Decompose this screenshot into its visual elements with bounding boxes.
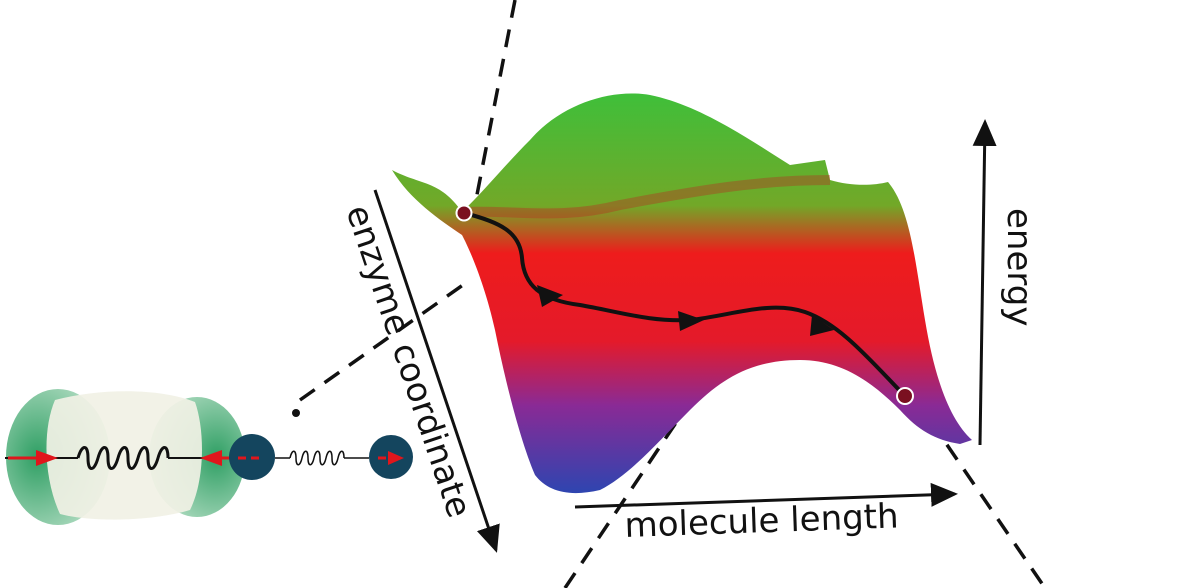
force-arrow-left-head <box>36 450 58 466</box>
energy-surface <box>392 93 972 494</box>
projection-line-top <box>473 0 517 206</box>
enzyme-coordinate-axis-arrow <box>373 189 500 553</box>
enzyme-body <box>46 391 202 520</box>
projection-line-right <box>928 419 1047 588</box>
focal-dot <box>292 409 300 417</box>
molecule-spring <box>289 450 345 466</box>
enzyme-spring <box>76 446 170 470</box>
force-arrow-right-head <box>200 450 222 466</box>
energy-axis-arrow <box>972 119 997 446</box>
molecule-illustration <box>229 434 413 480</box>
surface-ridge-shade <box>461 175 831 219</box>
z-axis-label: enzyme coordinate <box>337 200 479 522</box>
reaction-path <box>463 211 906 397</box>
path-start-marker <box>455 204 473 222</box>
enzyme-illustration <box>5 389 248 525</box>
projection-lines <box>298 0 1047 588</box>
path-arrowhead-3 <box>810 315 834 336</box>
path-arrowhead-2 <box>678 311 704 331</box>
projection-line-bottom <box>563 319 747 588</box>
projection-line-left <box>298 278 472 402</box>
y-axis-label: energy <box>999 208 1039 326</box>
molecule-force-arrowhead <box>388 451 404 465</box>
molecule-length-axis-arrow <box>574 482 958 509</box>
path-arrowhead-1 <box>537 285 563 307</box>
path-end-marker <box>896 387 914 405</box>
x-axis-label: molecule length <box>624 496 899 546</box>
